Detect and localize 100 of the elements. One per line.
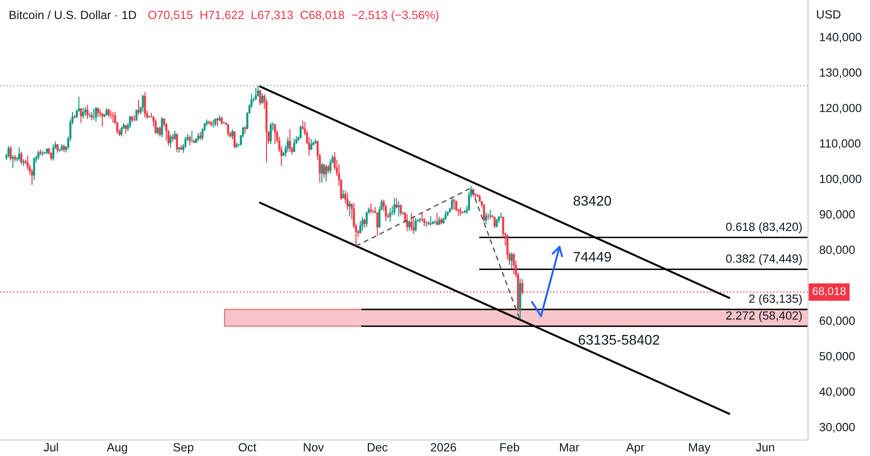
candlestick [414, 217, 417, 232]
candlestick [120, 126, 123, 137]
candlestick [378, 206, 380, 228]
x-tick-label: Feb [500, 442, 520, 452]
x-tick-label: Oct [238, 443, 256, 452]
candlestick [310, 138, 312, 151]
candlestick [256, 85, 259, 98]
candlestick [412, 216, 415, 234]
ref-line-label: 2 (63,135) [749, 294, 802, 306]
y-tick-label: 60,000 [820, 316, 855, 326]
y-tick-label: 90,000 [820, 210, 855, 220]
candlestick [133, 114, 136, 122]
candlestick [398, 200, 400, 218]
candlestick [323, 163, 326, 178]
candlestick [366, 212, 368, 228]
candlestick [10, 146, 12, 162]
candlestick [346, 192, 349, 210]
candlestick [293, 138, 296, 153]
candlestick [376, 212, 378, 236]
candlestick [389, 208, 392, 222]
candlestick [254, 87, 257, 101]
candlestick [436, 212, 438, 226]
candlestick [174, 130, 176, 141]
candlestick [154, 118, 157, 134]
y-tick-label: 130,000 [820, 68, 862, 78]
candlestick [288, 128, 291, 153]
candlestick [80, 108, 82, 124]
y-tick-label: 30,000 [820, 422, 855, 433]
candlestick [396, 198, 398, 209]
candlestick [86, 104, 88, 120]
candlestick [489, 209, 492, 220]
candlestick [129, 115, 132, 128]
candlestick [286, 136, 289, 153]
candlestick [410, 212, 412, 232]
candlestick [482, 204, 485, 222]
candlestick [161, 116, 164, 138]
candlestick [408, 220, 410, 232]
candlestick [393, 197, 396, 216]
candlestick [500, 212, 502, 219]
candlestick [234, 130, 236, 149]
candlestick [510, 252, 513, 270]
x-tick-label: Sep [173, 443, 194, 454]
candlestick [450, 197, 453, 210]
candlestick [138, 99, 140, 116]
x-tick-label: Mar [560, 443, 580, 452]
x-tick-label: May [689, 443, 710, 454]
annotation: 74449 [574, 252, 611, 262]
y-tick-label: 120,000 [820, 104, 862, 114]
x-tick-label: 2026 [430, 443, 456, 452]
candlestick [300, 125, 302, 140]
candlestick [261, 92, 264, 104]
x-tick-label: Nov [304, 443, 324, 452]
candlestick [8, 146, 10, 158]
candlestick [329, 158, 332, 174]
candlestick [231, 128, 234, 140]
candlestick [259, 89, 262, 106]
candlestick [37, 150, 40, 160]
text: Bitcoin / U.S. Dollar · 1D [10, 10, 136, 20]
candlestick [20, 151, 22, 166]
candlestick [453, 198, 456, 210]
y-tick-label: 80,000 [820, 246, 855, 256]
candlestick [142, 94, 144, 112]
ref-line-label: 0.618 (83,420) [726, 222, 802, 234]
ref-line-label: 0.382 (74,449) [726, 254, 802, 266]
candlestick [101, 112, 104, 128]
ref-line-label: 68,018 [812, 287, 846, 296]
candlestick [176, 134, 178, 153]
candlestick [485, 212, 488, 225]
candlestick [33, 156, 36, 181]
candlestick [455, 200, 458, 212]
candlestick [270, 122, 272, 145]
annotation: 63135-58402 [578, 334, 660, 345]
candlestick [227, 124, 230, 137]
candlestick [110, 110, 112, 120]
x-tick-label: Jun [756, 443, 774, 452]
candlestick [82, 107, 84, 119]
ref-line-label: 2.272 (58,402) [726, 311, 802, 322]
x-tick-label: Jul [44, 442, 58, 452]
candlestick [18, 146, 20, 162]
candlestick [430, 215, 432, 226]
x-tick-label: Apr [626, 443, 644, 454]
candlestick [188, 134, 191, 146]
y-tick-label: 100,000 [820, 174, 862, 184]
x-tick-label: Aug [106, 443, 127, 454]
candlestick [494, 216, 496, 228]
candlestick [12, 154, 14, 169]
candlestick [274, 124, 276, 144]
candlestick [361, 216, 364, 231]
candlestick [165, 122, 168, 141]
candlestick [26, 155, 29, 171]
candlestick [112, 112, 114, 124]
text: O70,515 H71,622 L67,313 C68,018 −2,513 (−3.56%) [148, 10, 438, 22]
candlestick [406, 214, 408, 232]
candlestick [170, 134, 172, 148]
y-axis-title: USD [816, 10, 840, 19]
y-tick-label: 140,000 [820, 32, 862, 43]
candlestick [144, 92, 146, 118]
candlestick [325, 164, 328, 182]
candlestick [320, 162, 323, 184]
candlestick [92, 108, 95, 120]
